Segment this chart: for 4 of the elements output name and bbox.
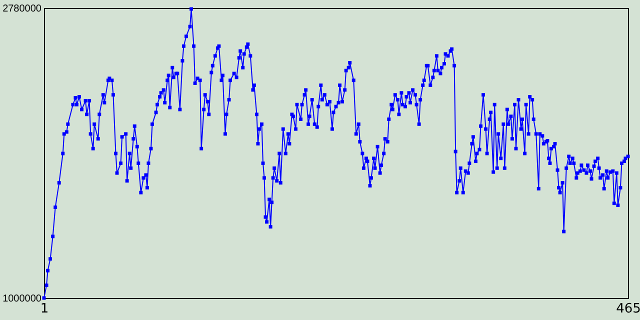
y-tick-label: 2780000 — [2, 4, 42, 14]
x-tick-label: 1 — [40, 302, 49, 316]
x-tick-label: 465 — [616, 302, 640, 316]
y-tick-label: 1000000 — [2, 294, 42, 304]
